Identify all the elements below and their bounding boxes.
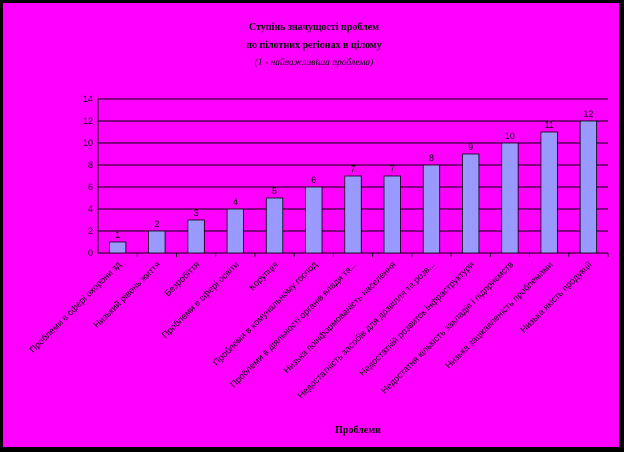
data-label: 4 (233, 197, 238, 207)
x-axis-title: Проблеми (335, 425, 381, 436)
bar (305, 186, 323, 254)
data-label: 7 (390, 164, 395, 174)
chart-title-line-2: по пілотних регіонах в цілому (246, 40, 381, 51)
chart-title: Ступінь значущості проблем по пілотних р… (246, 22, 381, 68)
bar (383, 175, 401, 254)
bar (226, 208, 244, 254)
chart-title-line-1: Ступінь значущості проблем (249, 22, 379, 33)
bar (462, 153, 480, 254)
category-label: Недостатність засобів для дозвілля та ро… (296, 259, 437, 400)
category-label: Корупція (247, 259, 280, 292)
chart-subtitle: (1 - найважливіша проблема) (255, 57, 374, 68)
y-tick-label: 12 (83, 116, 93, 126)
bar (579, 120, 598, 254)
bar (265, 197, 284, 254)
bar (344, 175, 362, 254)
category-label: Низький рівень життя (92, 259, 163, 330)
y-tick-label: 4 (88, 204, 93, 214)
y-tick-label: 6 (88, 182, 93, 192)
category-label: Низька якість продукції (518, 259, 594, 335)
category-label: Недостатня кількість закладів і підприєм… (379, 259, 515, 395)
bar (501, 142, 519, 254)
data-label: 11 (544, 120, 553, 130)
bar (422, 164, 441, 254)
y-tick-label: 0 (88, 248, 93, 258)
y-tick-label: 2 (88, 226, 93, 236)
y-tick-label: 8 (88, 160, 93, 170)
data-label: 1 (115, 230, 120, 240)
data-label: 7 (350, 164, 355, 174)
data-label: 2 (154, 219, 159, 229)
data-label: 9 (468, 142, 473, 152)
chart-frame: Ступінь значущості проблем по пілотних р… (2, 2, 620, 448)
bar (540, 131, 558, 254)
y-tick-label: 10 (83, 138, 93, 148)
data-label: 3 (194, 208, 199, 218)
data-label: 5 (272, 186, 277, 196)
data-label: 10 (505, 131, 515, 141)
bar (187, 219, 205, 254)
data-label: 8 (429, 153, 434, 163)
data-label: 6 (311, 175, 316, 185)
bar (108, 241, 127, 254)
y-tick-label: 14 (83, 94, 93, 104)
category-label: Проблеми в сфері освіти (160, 259, 241, 340)
bar (148, 230, 166, 254)
chart-svg: Ступінь значущості проблем по пілотних р… (28, 22, 609, 436)
data-label: 12 (583, 109, 593, 119)
category-label: Безробіття (163, 259, 202, 298)
